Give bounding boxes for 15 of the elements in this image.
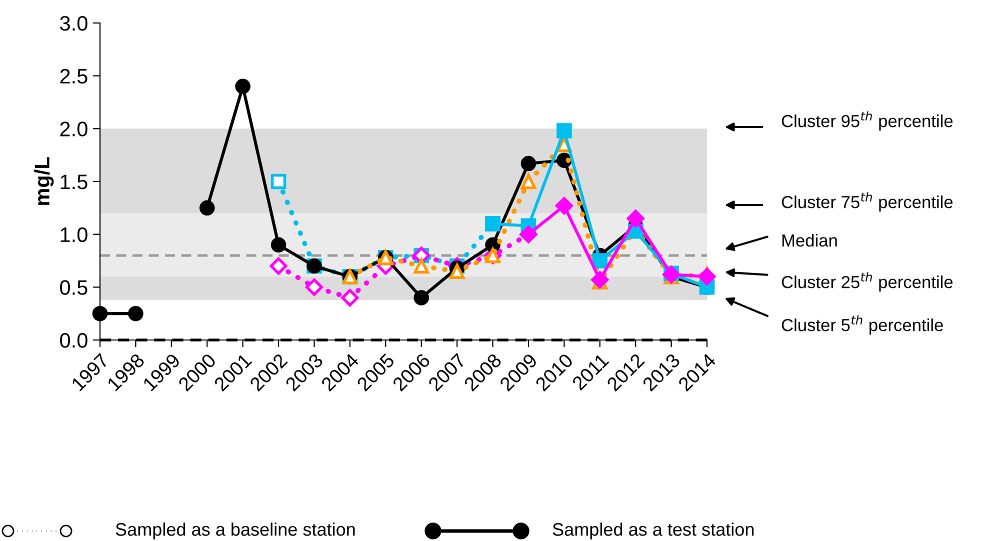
y-tick-label: 0.0 bbox=[60, 333, 88, 348]
text: Cluster 95$^{th}$ percentile bbox=[782, 111, 953, 131]
text: Cluster 25$^{th}$ percentile bbox=[782, 272, 953, 292]
y-tick-label: 3.0 bbox=[60, 16, 88, 31]
y-tick-label: 1.0 bbox=[60, 227, 88, 242]
y-tick-label: 1.5 bbox=[60, 174, 88, 190]
text: Sampled as a baseline station bbox=[116, 522, 355, 540]
text: Median bbox=[782, 234, 837, 247]
y-tick-label: 0.5 bbox=[60, 280, 88, 295]
y-tick-label: 2.0 bbox=[60, 122, 88, 136]
text: Sampled as a test station bbox=[552, 522, 754, 540]
text: Cluster 5$^{th}$ percentile bbox=[782, 315, 943, 335]
y-tick-label: 2.5 bbox=[60, 68, 88, 84]
y-axis-title: mg/L bbox=[34, 157, 54, 206]
text: Cluster 75$^{th}$ percentile bbox=[782, 192, 953, 212]
